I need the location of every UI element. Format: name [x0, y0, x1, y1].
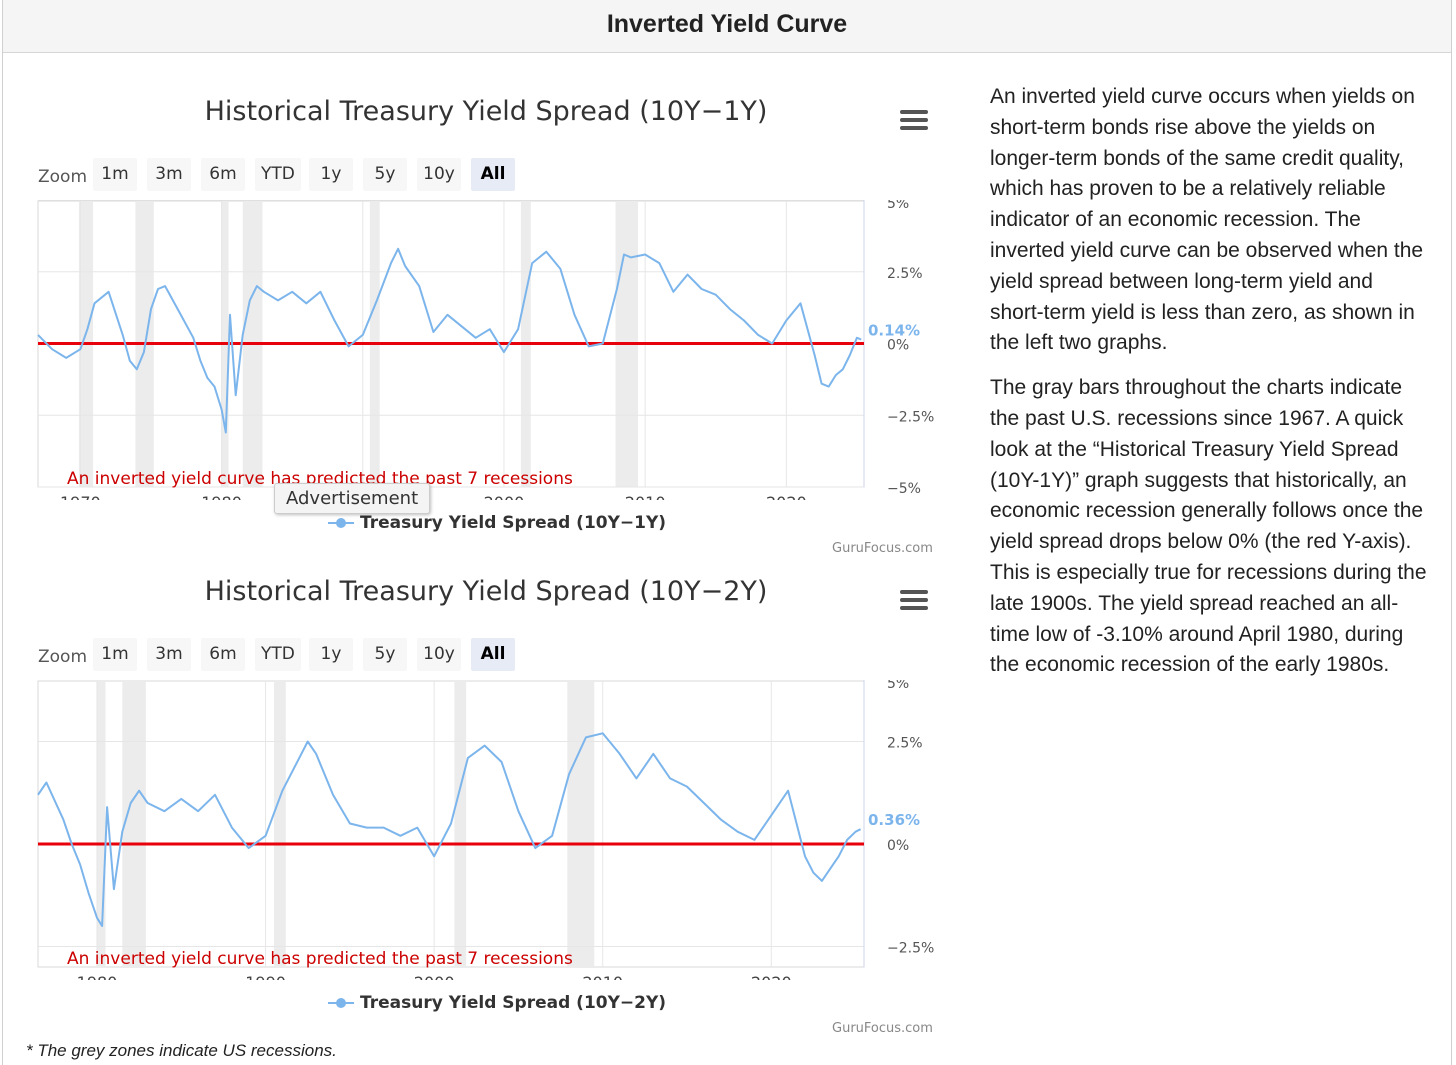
y-tick-label: −2.5% — [887, 941, 934, 957]
chart-title: Historical Treasury Yield Spread (10Y−1Y… — [204, 96, 768, 127]
recession-band — [274, 681, 286, 967]
zoom-button-1m[interactable]: 1m — [93, 158, 137, 191]
y-tick-label: 0% — [887, 338, 909, 354]
recession-band — [567, 681, 595, 967]
x-tick-label: 1980 — [77, 973, 118, 980]
y-tick-label: −2.5% — [887, 409, 934, 425]
x-tick-label: 2020 — [766, 493, 807, 500]
series-line — [37, 247, 862, 434]
y-tick-label: −5% — [887, 481, 921, 497]
footnote: * The grey zones indicate US recessions. — [26, 1041, 337, 1060]
zoom-button-6m[interactable]: 6m — [201, 158, 245, 191]
x-tick-label: 1980 — [201, 493, 242, 500]
zoom-label: Zoom — [38, 647, 88, 667]
legend-item[interactable]: Treasury Yield Spread (10Y−1Y) — [328, 513, 666, 533]
legend-marker-icon — [328, 997, 354, 1009]
x-tick-label: 2000 — [414, 973, 455, 980]
legend-label: Treasury Yield Spread (10Y−2Y) — [360, 993, 667, 1013]
x-tick-label: 2010 — [582, 973, 623, 980]
series-line — [37, 732, 862, 927]
zoom-button-ytd[interactable]: YTD — [255, 638, 301, 671]
zoom-button-1y[interactable]: 1y — [309, 638, 353, 671]
recession-band — [454, 681, 467, 967]
x-tick-label: 2010 — [625, 493, 666, 500]
zoom-label: Zoom — [38, 167, 88, 187]
x-tick-label: 2020 — [751, 973, 792, 980]
zoom-button-all[interactable]: All — [471, 158, 515, 191]
zoom-button-3m[interactable]: 3m — [147, 638, 191, 671]
zoom-button-5y[interactable]: 5y — [363, 158, 407, 191]
x-tick-label: 1970 — [60, 493, 101, 500]
legend-item[interactable]: Treasury Yield Spread (10Y−2Y) — [328, 993, 666, 1013]
chart-credit[interactable]: GuruFocus.com — [832, 1021, 933, 1036]
zoom-button-1m[interactable]: 1m — [93, 638, 137, 671]
page-header: Inverted Yield Curve — [3, 0, 1451, 53]
zoom-button-3m[interactable]: 3m — [147, 158, 191, 191]
hamburger-menu-icon[interactable] — [900, 590, 928, 612]
advertisement-tooltip: Advertisement — [274, 483, 431, 514]
yield-spread-chart-10y1y: Historical Treasury Yield Spread (10Y−1Y… — [0, 60, 960, 556]
y-tick-label: 5% — [887, 200, 909, 212]
x-tick-label: 2000 — [484, 493, 525, 500]
recession-band — [97, 681, 106, 967]
last-value-label: 0.36% — [868, 811, 920, 829]
y-tick-label: 0% — [887, 838, 909, 854]
last-value-label: 0.14% — [868, 321, 920, 339]
zoom-button-ytd[interactable]: YTD — [255, 158, 301, 191]
annotation-text: An inverted yield curve has predicted th… — [67, 949, 573, 969]
recession-band — [122, 681, 146, 967]
y-tick-label: 2.5% — [887, 736, 923, 752]
annotation-text: An inverted yield curve has predicted th… — [67, 469, 573, 489]
page-title: Inverted Yield Curve — [606, 10, 848, 38]
plot-area[interactable]: 5%2.5%0%−2.5%−5%197019801990200020102020… — [0, 200, 960, 500]
zoom-button-10y[interactable]: 10y — [417, 158, 461, 191]
plot-area[interactable]: 5% 2.5% 0% −2.5% 1980 1990 2000 2010 2020 0.36% An… — [0, 680, 960, 980]
zoom-button-1y[interactable]: 1y — [309, 158, 353, 191]
description-paragraph-1: An inverted yield curve occurs when yiel… — [990, 85, 1424, 355]
description-paragraph-2: The gray bars throughout the charts indi… — [990, 376, 1427, 677]
y-tick-label: 2.5% — [887, 266, 923, 282]
description: An inverted yield curve occurs when yiel… — [990, 82, 1428, 695]
legend-label: Treasury Yield Spread (10Y−1Y) — [360, 513, 667, 533]
zoom-button-all[interactable]: All — [471, 638, 515, 671]
chart-title: Historical Treasury Yield Spread (10Y−2Y… — [204, 576, 768, 607]
yield-spread-chart-10y2y: Historical Treasury Yield Spread (10Y−2Y… — [0, 540, 960, 1036]
x-tick-label: 1990 — [245, 973, 286, 980]
zoom-button-5y[interactable]: 5y — [363, 638, 407, 671]
chart-credit[interactable]: GuruFocus.com — [832, 541, 933, 556]
hamburger-menu-icon[interactable] — [900, 110, 928, 132]
y-tick-label: 5% — [887, 680, 909, 692]
zoom-button-10y[interactable]: 10y — [417, 638, 461, 671]
zoom-button-6m[interactable]: 6m — [201, 638, 245, 671]
legend-marker-icon — [328, 517, 354, 529]
